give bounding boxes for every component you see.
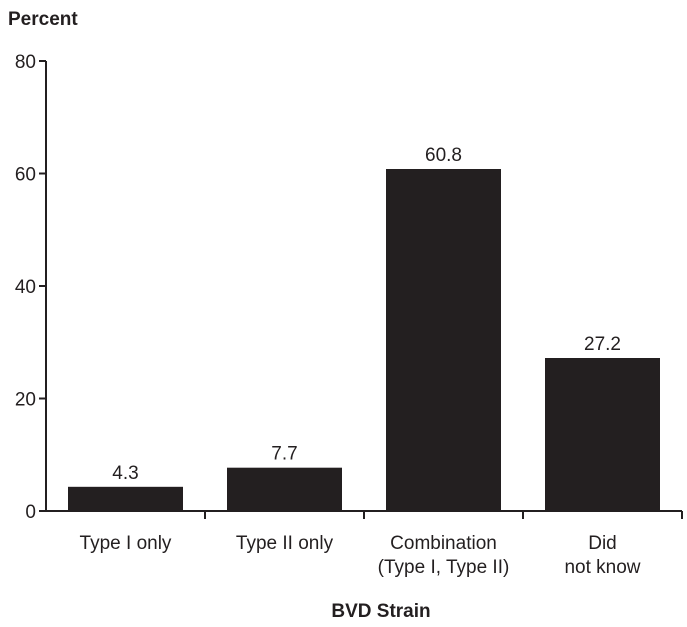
y-tick-label: 40 [15, 277, 36, 298]
bar-value-label: 60.8 [425, 145, 462, 166]
category-label: Combination [390, 533, 497, 554]
category-label: (Type I, Type II) [378, 557, 510, 578]
y-tick-label: 0 [25, 502, 36, 523]
y-tick-label: 60 [15, 165, 36, 186]
bars: 4.3 Type I only 7.7 Type II only 60.8 Combina… [68, 145, 660, 578]
category-label: Type I only [80, 533, 172, 554]
bar [545, 358, 660, 511]
y-tick-label: 80 [15, 52, 36, 73]
bar [227, 467, 342, 511]
category-label: Type II only [236, 533, 334, 554]
bar-value-label: 4.3 [112, 463, 138, 484]
y-axis-title: Percent [8, 9, 78, 30]
x-axis-title: BVD Strain [331, 601, 430, 622]
bar-value-label: 27.2 [584, 334, 621, 355]
y-tick-label: 20 [15, 390, 36, 411]
bar [68, 486, 183, 511]
bar-value-label: 7.7 [271, 444, 297, 465]
bar [386, 169, 501, 511]
category-label: Did [588, 533, 617, 554]
category-label: not know [564, 557, 640, 578]
